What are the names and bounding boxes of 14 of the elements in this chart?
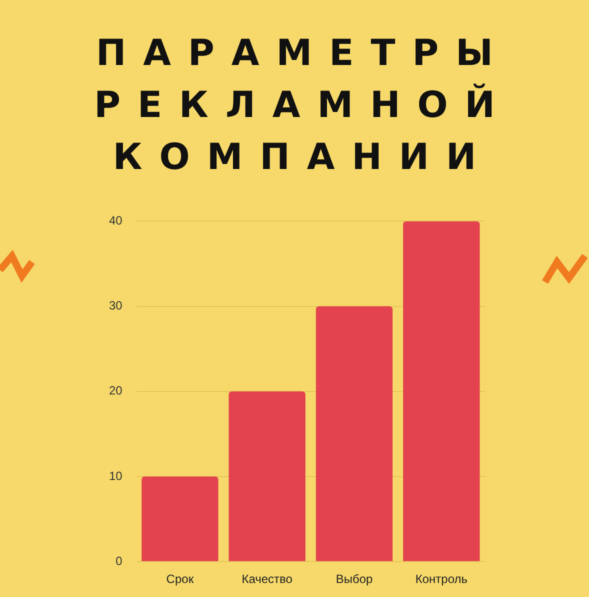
x-tick-label: Контроль bbox=[415, 572, 468, 586]
bar bbox=[142, 476, 218, 562]
bar bbox=[316, 306, 393, 562]
chart-title: ПАРАМЕТРЫ РЕКЛАМНОЙ КОМПАНИИ bbox=[93, 32, 512, 180]
y-tick-label: 40 bbox=[108, 214, 123, 228]
x-tick-label: Срок bbox=[166, 572, 194, 586]
y-tick-label: 30 bbox=[108, 298, 123, 313]
bar bbox=[228, 391, 306, 562]
bar bbox=[403, 221, 480, 562]
y-tick-label: 0 bbox=[116, 554, 123, 568]
x-tick-label: Выбор bbox=[336, 572, 373, 586]
y-tick-label: 20 bbox=[108, 384, 123, 398]
y-tick-label: 10 bbox=[108, 468, 123, 483]
x-tick-label: Качество bbox=[242, 572, 293, 586]
